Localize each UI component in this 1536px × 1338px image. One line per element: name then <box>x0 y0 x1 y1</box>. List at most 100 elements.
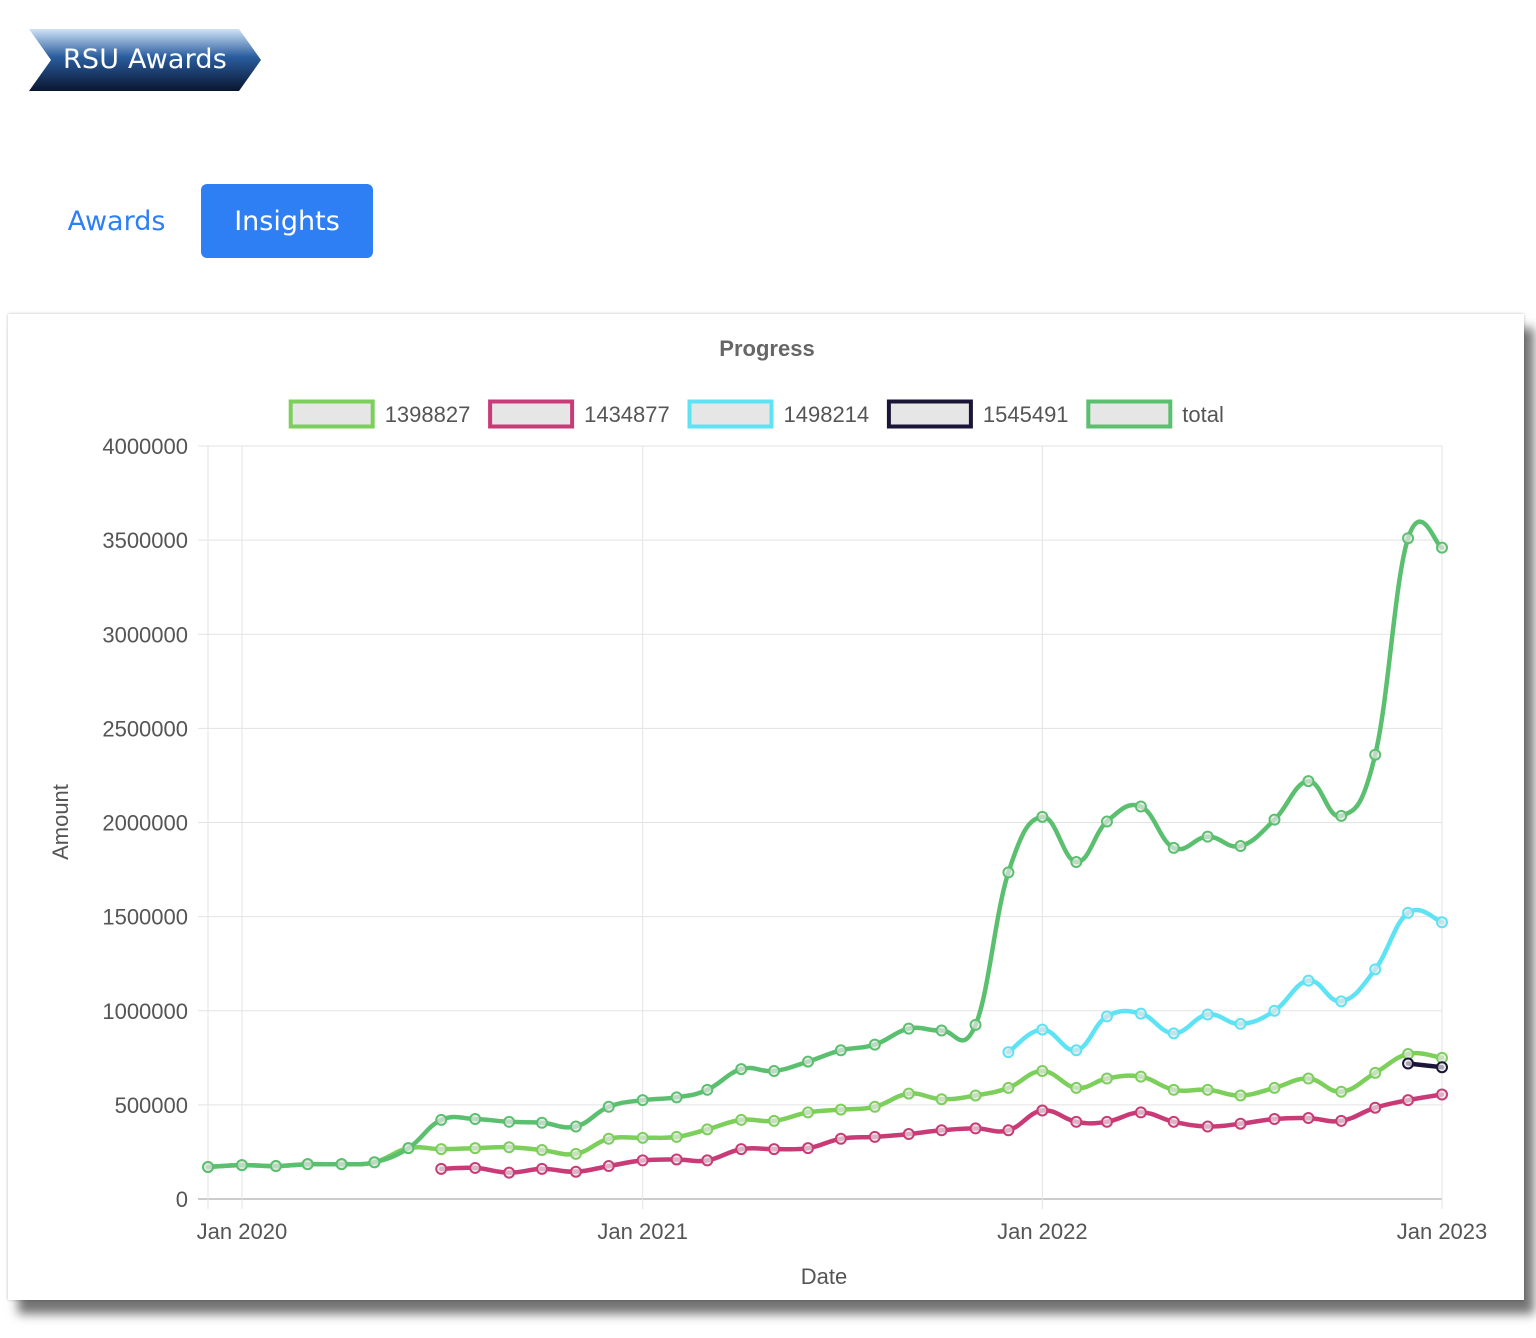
data-point[interactable] <box>1036 1104 1049 1117</box>
data-point[interactable] <box>1201 830 1214 843</box>
data-point[interactable] <box>1036 1064 1049 1077</box>
data-point[interactable] <box>1234 1089 1247 1102</box>
data-point[interactable] <box>1402 532 1415 545</box>
data-point[interactable] <box>1070 1115 1083 1128</box>
data-point[interactable] <box>1335 809 1348 822</box>
data-point[interactable] <box>301 1158 314 1171</box>
data-point[interactable] <box>535 1144 548 1157</box>
data-point[interactable] <box>1234 1117 1247 1130</box>
data-point[interactable] <box>670 1153 683 1166</box>
data-point[interactable] <box>569 1147 582 1160</box>
data-point[interactable] <box>701 1123 714 1136</box>
data-point[interactable] <box>1369 1101 1382 1114</box>
data-point[interactable] <box>469 1161 482 1174</box>
data-point[interactable] <box>1234 1017 1247 1030</box>
data-point[interactable] <box>834 1132 847 1145</box>
data-point[interactable] <box>1369 748 1382 761</box>
data-point[interactable] <box>1402 1094 1415 1107</box>
data-point[interactable] <box>435 1143 448 1156</box>
data-point[interactable] <box>402 1142 415 1155</box>
data-point[interactable] <box>768 1064 781 1077</box>
legend-item-1398827[interactable]: 1398827 <box>288 399 471 429</box>
data-point[interactable] <box>802 1142 815 1155</box>
data-point[interactable] <box>1436 541 1448 554</box>
data-point[interactable] <box>969 1018 982 1031</box>
data-point[interactable] <box>969 1122 982 1135</box>
data-point[interactable] <box>834 1044 847 1057</box>
data-point[interactable] <box>868 1100 881 1113</box>
data-point[interactable] <box>902 1128 915 1141</box>
data-point[interactable] <box>1100 1072 1113 1085</box>
data-point[interactable] <box>1436 1088 1448 1101</box>
data-point[interactable] <box>1302 1072 1315 1085</box>
data-point[interactable] <box>1100 815 1113 828</box>
data-point[interactable] <box>1167 1083 1180 1096</box>
data-point[interactable] <box>1100 1010 1113 1023</box>
data-point[interactable] <box>1167 1115 1180 1128</box>
data-point[interactable] <box>569 1165 582 1178</box>
data-point[interactable] <box>1369 1066 1382 1079</box>
data-point[interactable] <box>1070 1044 1083 1057</box>
data-point[interactable] <box>469 1142 482 1155</box>
data-point[interactable] <box>503 1115 516 1128</box>
data-point[interactable] <box>735 1063 748 1076</box>
data-point[interactable] <box>435 1113 448 1126</box>
data-point[interactable] <box>1201 1120 1214 1133</box>
data-point[interactable] <box>602 1100 615 1113</box>
data-point[interactable] <box>1436 916 1448 929</box>
data-point[interactable] <box>1036 810 1049 823</box>
data-point[interactable] <box>902 1087 915 1100</box>
legend-item-1434877[interactable]: 1434877 <box>488 399 670 429</box>
data-point[interactable] <box>701 1154 714 1167</box>
data-point[interactable] <box>1335 1085 1348 1098</box>
data-point[interactable] <box>469 1112 482 1125</box>
tab-awards[interactable]: Awards <box>67 205 166 237</box>
data-point[interactable] <box>701 1083 714 1096</box>
data-point[interactable] <box>1134 1070 1147 1083</box>
legend-item-1498214[interactable]: 1498214 <box>687 399 870 429</box>
data-point[interactable] <box>602 1132 615 1145</box>
data-point[interactable] <box>602 1160 615 1173</box>
data-point[interactable] <box>1070 856 1083 869</box>
data-point[interactable] <box>335 1158 348 1171</box>
data-point[interactable] <box>1402 906 1415 919</box>
data-point[interactable] <box>1134 800 1147 813</box>
data-point[interactable] <box>670 1130 683 1143</box>
data-point[interactable] <box>1268 1112 1281 1125</box>
data-point[interactable] <box>569 1120 582 1133</box>
data-point[interactable] <box>1002 1081 1015 1094</box>
data-point[interactable] <box>1002 1124 1015 1137</box>
data-point[interactable] <box>535 1162 548 1175</box>
data-point[interactable] <box>1302 775 1315 788</box>
data-point[interactable] <box>1268 813 1281 826</box>
data-point[interactable] <box>969 1089 982 1102</box>
data-point[interactable] <box>1369 963 1382 976</box>
data-point[interactable] <box>1036 1023 1049 1036</box>
data-point[interactable] <box>1436 1061 1448 1074</box>
data-point[interactable] <box>1070 1081 1083 1094</box>
data-point[interactable] <box>1234 840 1247 853</box>
data-point[interactable] <box>768 1114 781 1127</box>
data-point[interactable] <box>503 1166 516 1179</box>
data-point[interactable] <box>368 1156 381 1169</box>
data-point[interactable] <box>735 1113 748 1126</box>
data-point[interactable] <box>1335 1114 1348 1127</box>
data-point[interactable] <box>834 1103 847 1116</box>
data-point[interactable] <box>1335 995 1348 1008</box>
data-point[interactable] <box>735 1143 748 1156</box>
data-point[interactable] <box>1134 1007 1147 1020</box>
data-point[interactable] <box>868 1130 881 1143</box>
data-point[interactable] <box>636 1094 649 1107</box>
data-point[interactable] <box>802 1106 815 1119</box>
data-point[interactable] <box>1002 866 1015 879</box>
data-point[interactable] <box>868 1038 881 1051</box>
data-point[interactable] <box>1201 1008 1214 1021</box>
data-point[interactable] <box>1302 1112 1315 1125</box>
data-point[interactable] <box>1302 974 1315 987</box>
data-point[interactable] <box>1167 1027 1180 1040</box>
data-point[interactable] <box>768 1143 781 1156</box>
data-point[interactable] <box>1402 1057 1415 1070</box>
data-point[interactable] <box>269 1160 282 1173</box>
data-point[interactable] <box>636 1131 649 1144</box>
data-point[interactable] <box>1134 1106 1147 1119</box>
